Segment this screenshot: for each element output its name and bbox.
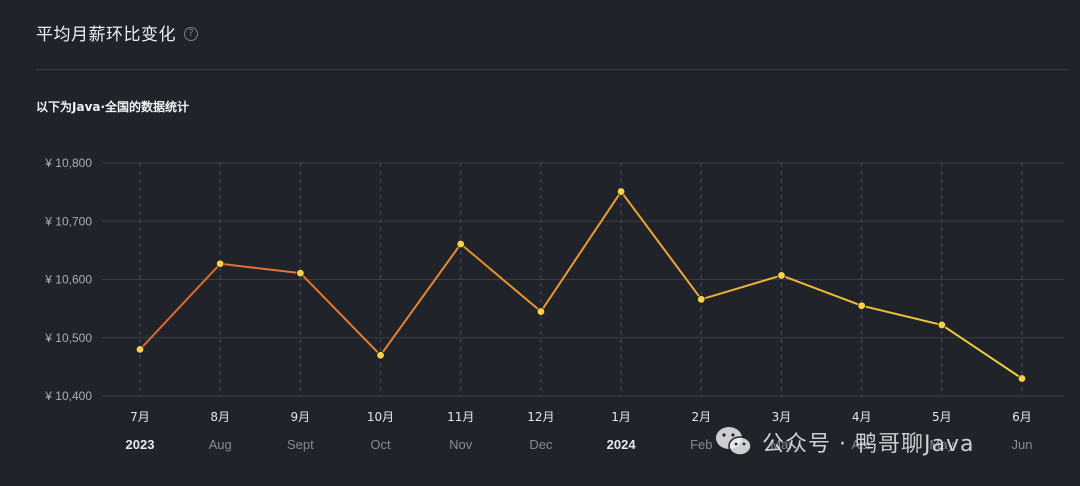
data-point [536,307,546,316]
watermark-text: 公众号 · 鸭哥聊Java [762,432,975,457]
series-line [139,190,1023,380]
y-tick-label: ¥ 10,700 [44,214,92,228]
x-tick-sublabel: Nov [449,437,473,452]
y-tick-label: ¥ 10,600 [44,273,92,287]
x-tick-sublabel: Jun [1012,437,1033,452]
help-icon[interactable]: ? [184,27,198,41]
x-tick-month: 7月 [130,410,150,424]
x-tick-year: 2024 [607,437,637,452]
data-point [296,268,305,278]
wechat-icon [716,427,752,456]
x-tick-month: 10月 [367,410,394,424]
x-tick-month: 4月 [852,410,872,424]
watermark: 公众号 · 鸭哥聊Java [714,424,974,460]
chart-subtitle: 以下为Java·全国的数据统计 [36,100,190,114]
x-tick-month: 11月 [447,410,474,424]
x-tick-month: 5月 [932,410,952,424]
data-point [215,259,225,268]
x-tick-month: 9月 [291,410,311,424]
x-tick-sublabel: Oct [370,437,391,452]
x-tick-sublabel: Aug [209,437,232,452]
header-divider [36,69,1068,70]
x-tick-month: 12月 [527,410,554,424]
x-tick-sublabel: Dec [529,437,553,452]
data-point [376,351,385,360]
y-tick-label: ¥ 10,400 [44,389,92,403]
x-tick-sublabel: Sept [287,437,314,452]
x-tick-month: 2月 [691,410,711,424]
x-tick-month: 8月 [210,410,230,424]
x-tick-month: 1月 [611,410,631,424]
x-tick-sublabel: May [930,437,955,452]
data-point [616,187,626,196]
x-tick-month: 6月 [1012,410,1032,424]
y-tick-label: ¥ 10,800 [44,156,92,170]
x-tick-sublabel: Apr [852,437,873,452]
x-tick-year: 2023 [126,437,155,452]
x-tick-month: 3月 [772,410,792,424]
data-point [937,320,947,330]
chart-title: 平均月薪环比变化 [36,25,176,45]
data-point [135,345,145,354]
x-tick-sublabel: Feb [690,437,712,452]
data-point [697,295,706,304]
data-point [857,301,866,310]
chart-header: 平均月薪环比变化 ? [36,20,198,45]
y-tick-label: ¥ 10,500 [44,331,92,345]
data-point [777,271,786,280]
data-point [1017,374,1027,383]
data-point [456,239,465,249]
x-tick-sublabel: Mar [770,437,793,452]
